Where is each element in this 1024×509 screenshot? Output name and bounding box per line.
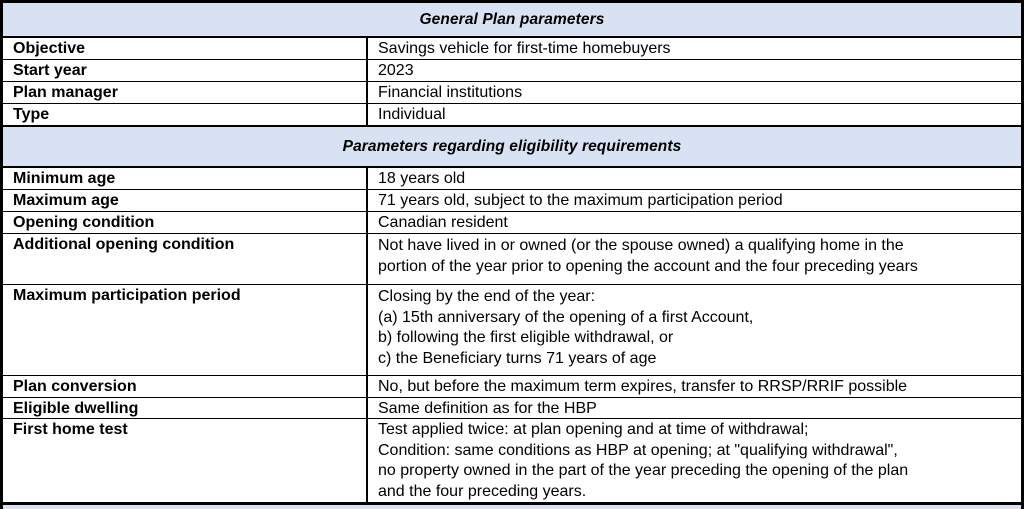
row-label: Opening condition — [3, 212, 368, 233]
value-line: c) the Beneficiary turns 71 years of age — [378, 349, 657, 367]
row-label: Eligible dwelling — [3, 398, 368, 418]
row-value: Not have lived in or owned (or the spous… — [368, 234, 1021, 284]
table-row-plan-conversion: Plan conversion No, but before the maxim… — [3, 376, 1021, 398]
row-label: Minimum age — [3, 168, 368, 189]
row-value: 2023 — [378, 62, 414, 79]
row-label: Maximum participation period — [3, 285, 368, 375]
section-header-eligibility: Parameters regarding eligibility require… — [3, 126, 1021, 168]
table-row-type: Type Individual — [3, 104, 1021, 126]
section-header-text: Parameters regarding eligibility require… — [342, 137, 682, 155]
row-label: Type — [3, 104, 368, 125]
next-section-header-partial — [3, 505, 1021, 509]
row-label: Plan manager — [3, 82, 368, 103]
value-line: no property owned in the part of the yea… — [378, 462, 909, 479]
table-row-maximum-age: Maximum age 71 years old, subject to the… — [3, 190, 1021, 212]
table-row-eligible-dwelling: Eligible dwelling Same definition as for… — [3, 398, 1021, 419]
row-value: Savings vehicle for first-time homebuyer… — [378, 40, 671, 57]
row-value: 18 years old — [378, 170, 466, 187]
row-value: Financial institutions — [378, 84, 523, 101]
row-value: No, but before the maximum term expires,… — [378, 378, 908, 395]
table-row-plan-manager: Plan manager Financial institutions — [3, 82, 1021, 104]
value-line: portion of the year prior to opening the… — [378, 257, 918, 275]
value-line: Condition: same conditions as HBP at ope… — [378, 441, 898, 459]
row-value: Test applied twice: at plan opening and … — [368, 419, 1021, 502]
table-row-objective: Objective Savings vehicle for first-time… — [3, 38, 1021, 60]
row-value: Closing by the end of the year: (a) 15th… — [368, 285, 1021, 375]
table-row-opening-condition: Opening condition Canadian resident — [3, 212, 1021, 234]
row-label: Additional opening condition — [3, 234, 368, 284]
row-label: Objective — [3, 38, 368, 59]
value-line: Closing by the end of the year: — [378, 288, 596, 305]
row-value: Canadian resident — [378, 214, 508, 231]
table-row-maximum-participation-period: Maximum participation period Closing by … — [3, 285, 1021, 376]
section-header-text: General Plan parameters — [419, 10, 605, 28]
value-line: Test applied twice: at plan opening and … — [378, 421, 809, 438]
row-label: Start year — [3, 60, 368, 81]
row-value: Individual — [378, 106, 446, 123]
row-label: First home test — [3, 419, 368, 502]
section-header-general-plan: General Plan parameters — [3, 3, 1021, 38]
value-line: b) following the first eligible withdraw… — [378, 329, 674, 346]
value-line: and the four preceding years. — [378, 482, 587, 500]
row-label: Plan conversion — [3, 376, 368, 397]
row-value: Same definition as for the HBP — [378, 400, 597, 417]
table-row-additional-opening-condition: Additional opening condition Not have li… — [3, 234, 1021, 285]
value-line: (a) 15th anniversary of the opening of a… — [378, 308, 754, 326]
table-row-first-home-test: First home test Test applied twice: at p… — [3, 419, 1021, 505]
row-label: Maximum age — [3, 190, 368, 211]
row-value: 71 years old, subject to the maximum par… — [378, 192, 783, 209]
table-row-minimum-age: Minimum age 18 years old — [3, 168, 1021, 190]
table-row-start-year: Start year 2023 — [3, 60, 1021, 82]
value-line: Not have lived in or owned (or the spous… — [378, 237, 904, 254]
